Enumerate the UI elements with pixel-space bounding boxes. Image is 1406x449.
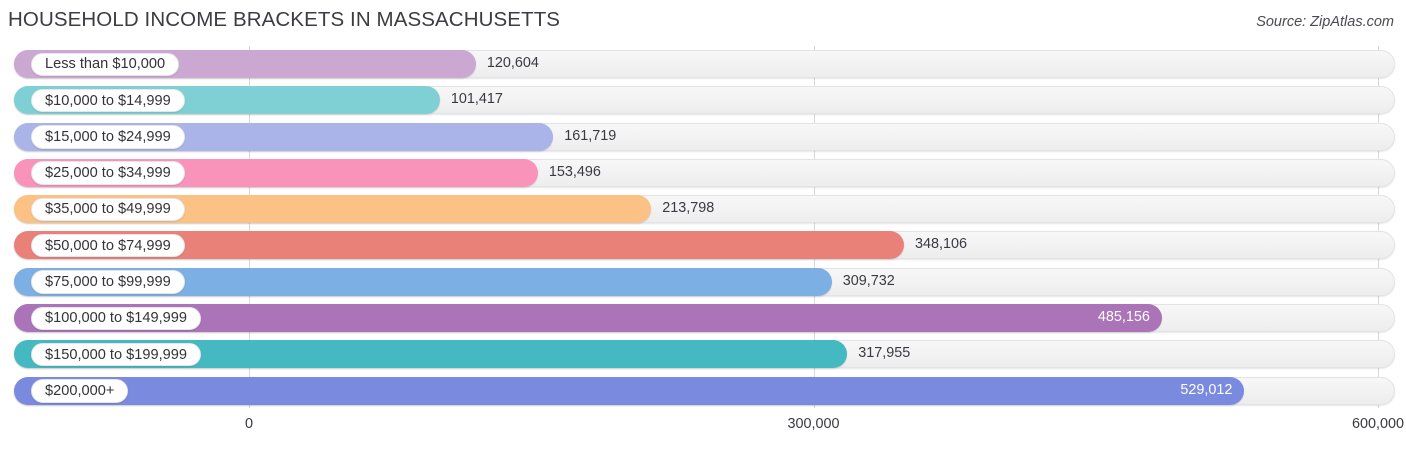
- bar-8[interactable]: [14, 304, 1162, 333]
- bar-value-label: 213,798: [662, 200, 715, 217]
- bar-label-pill: $35,000 to $49,999: [31, 197, 185, 222]
- bar-row: $50,000 to $74,999 348,106: [0, 227, 1406, 263]
- bar-value-label: 161,719: [564, 127, 617, 144]
- bar-row: Less than $10,000 120,604: [0, 46, 1406, 82]
- plot-area: Less than $10,000 120,604 $10,000 to $14,9…: [0, 46, 1406, 409]
- bar-label-pill: $10,000 to $14,999: [31, 88, 185, 113]
- bar-label-pill: $100,000 to $149,999: [31, 306, 202, 331]
- bar-row: $15,000 to $24,999 161,719: [0, 119, 1406, 155]
- bar-label-pill: $75,000 to $99,999: [31, 270, 185, 294]
- bar-value-label: 309,732: [842, 272, 895, 289]
- bar-value-label: 153,496: [548, 163, 601, 180]
- bar-value-label: 317,955: [858, 345, 911, 362]
- bar-row: $75,000 to $99,999 309,732: [0, 264, 1406, 300]
- x-axis-tick: 0: [244, 416, 254, 432]
- x-axis-tick: 300,000: [787, 416, 840, 432]
- bar-value-label: 485,156: [1097, 309, 1150, 326]
- bar-label-pill: $150,000 to $199,999: [31, 342, 202, 367]
- x-axis-tick: 600,000: [1351, 416, 1405, 432]
- bar-row: $25,000 to $34,999 153,496: [0, 155, 1406, 191]
- page-title: HOUSEHOLD INCOME BRACKETS IN MASSACHUSET…: [8, 8, 561, 31]
- source-attribution: Source: ZipAtlas.com: [1256, 14, 1394, 30]
- bar-label-pill: $50,000 to $74,999: [31, 233, 185, 258]
- bar-value-label: 120,604: [486, 55, 539, 71]
- bar-label-pill: $200,000+: [31, 379, 129, 403]
- bar-row: $100,000 to $149,999 485,156: [0, 300, 1406, 336]
- bar-label-pill: $25,000 to $34,999: [31, 161, 185, 185]
- x-axis: 0 300,000 600,000: [0, 408, 1406, 438]
- bar-10[interactable]: [14, 376, 1245, 405]
- bar-label-pill: Less than $10,000: [31, 52, 180, 76]
- bar-value-label: 101,417: [450, 91, 503, 108]
- bar-value-label: 529,012: [1180, 381, 1233, 398]
- bar-row: $10,000 to $14,999 101,417: [0, 82, 1406, 118]
- bar-row: $150,000 to $199,999 317,955: [0, 336, 1406, 372]
- bar-row: $35,000 to $49,999 213,798: [0, 191, 1406, 227]
- bar-value-label: 348,106: [915, 236, 968, 253]
- bar-rows: Less than $10,000 120,604 $10,000 to $14,9…: [0, 46, 1406, 409]
- bar-label-pill: $15,000 to $24,999: [31, 125, 185, 149]
- bar-row: $200,000+ 529,012: [0, 373, 1406, 409]
